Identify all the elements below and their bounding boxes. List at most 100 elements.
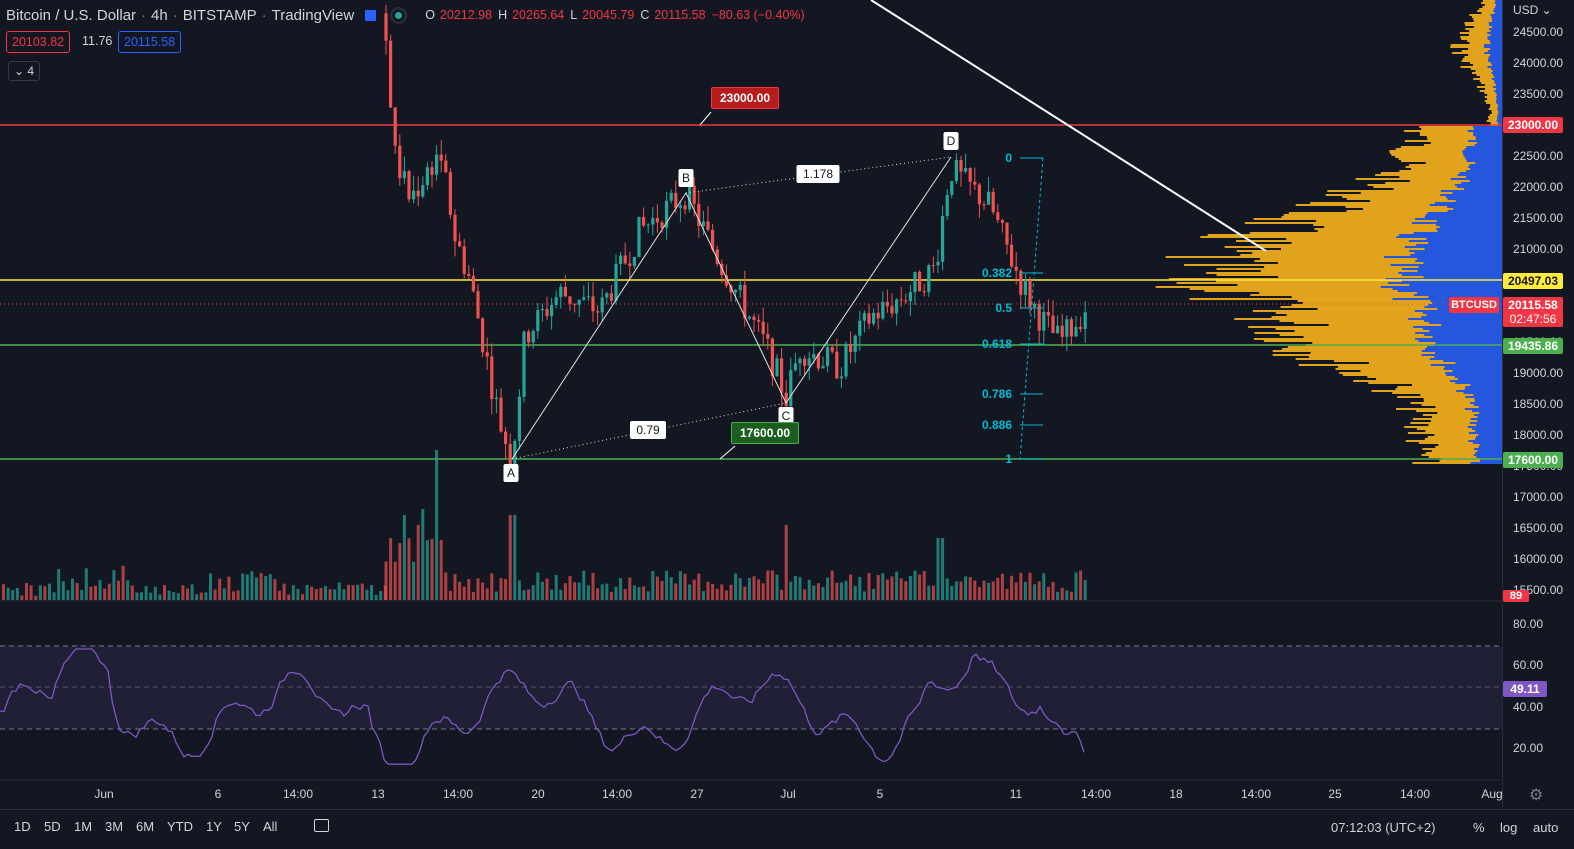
candle-body [1056,325,1060,334]
volume-profile-bar [1368,362,1456,364]
price-tick: 21500.00 [1513,211,1564,225]
level-label-17600[interactable]: 17600.00 [731,422,800,444]
volume-bar [1083,580,1087,600]
volume-profile-bar [1409,180,1470,182]
auto-toggle[interactable]: auto [1533,820,1559,835]
time-tick: 11 [1009,787,1023,801]
currency-selector[interactable]: USD ⌄ [1513,3,1552,17]
volume-profile-bar [1491,16,1502,18]
time-tick: Jul [780,787,796,801]
volume-profile-bar [1495,92,1502,94]
candle-body [816,354,820,369]
volume-profile-bar [1430,364,1502,366]
candle-body [701,221,705,226]
volume-profile-bar [1477,420,1502,422]
volume-profile-bar [1431,450,1478,452]
volume-profile-bar [1496,120,1502,122]
candle-body [697,203,701,226]
volume-bar [347,584,350,600]
volume-profile-bar [1476,436,1502,438]
point-d-label[interactable]: D [943,132,959,150]
ratio-ac-label[interactable]: 0.79 [630,421,666,439]
volume-profile-bar [1176,282,1389,284]
volume-bar [977,587,981,600]
calendar-icon[interactable] [314,819,329,832]
clock-display[interactable]: 07:12:03 (UTC+2) [1331,820,1436,835]
volume-bar [1079,570,1083,600]
volume-profile-bar [1469,422,1502,424]
point-c-label[interactable]: C [778,407,794,425]
volume-profile-bar [1418,266,1502,268]
volume-profile-bar [1488,108,1498,110]
time-tick: 14:00 [1240,787,1272,801]
timeframe-1y[interactable]: 1Y [206,819,222,834]
price-axis[interactable] [1502,0,1574,808]
price-tick: 19000.00 [1513,366,1564,380]
timeframe-5y[interactable]: 5Y [234,819,250,834]
ratio-bd-label[interactable]: 1.178 [796,165,840,183]
point-b-label[interactable]: B [678,169,694,187]
point-a-label[interactable]: A [503,464,519,482]
candle-body [623,255,627,264]
timeframe-all[interactable]: All [263,819,278,834]
volume-profile-bar [1236,250,1410,252]
level-label-23000[interactable]: 23000.00 [711,87,780,109]
volume-profile-bar [1206,272,1399,274]
volume-bar [936,538,940,600]
volume-bar [596,588,600,600]
candle-body [1010,244,1014,267]
volume-profile-bar [1415,332,1502,334]
volume-profile-bar [1497,114,1502,116]
volume-profile-bar [1446,374,1502,376]
candle-body [481,318,485,353]
candle-body [573,303,577,305]
volume-bar [508,515,512,600]
indicators-toggle[interactable]: ⌄ 4 [8,61,40,81]
symbol-tag: BTCUSD [1449,297,1499,313]
candle-body [550,304,554,317]
eye-icon[interactable] [390,6,408,24]
volume-profile-bar [1472,428,1502,430]
timeframe-1d[interactable]: 1D [14,819,31,834]
volume-bar [784,525,788,600]
timeframe-1m[interactable]: 1M [74,819,93,834]
volume-profile-bar [1427,212,1502,214]
bid-price[interactable]: 20103.82 [6,31,71,53]
candle-body [927,265,931,292]
timeframe-6m[interactable]: 6M [136,819,155,834]
volume-bar [389,538,393,600]
log-toggle[interactable]: log [1500,820,1518,835]
volume-profile-bar [1490,34,1502,36]
volume-profile-bar [1466,170,1502,172]
volume-bar [706,581,710,600]
volume-profile-bar [1487,98,1497,100]
candle-body [908,292,912,302]
volume-profile-bar [1484,52,1502,54]
timeframe-5d[interactable]: 5D [44,819,61,834]
symbol-name[interactable]: Bitcoin / U.S. Dollar [6,6,137,24]
interval-label[interactable]: 4h [151,6,168,24]
time-tick: 20 [531,787,545,801]
settings-gear-icon[interactable]: ⚙ [1529,787,1544,804]
volume-bar [941,538,945,600]
timeframe-3m[interactable]: 3M [105,819,124,834]
change-value: −80.63 (−0.40%) [711,8,805,22]
volume-profile-bar [1335,368,1444,370]
ask-price[interactable]: 20115.58 [118,31,182,53]
percent-toggle[interactable]: % [1473,820,1485,835]
candle-body [407,171,411,200]
volume-profile-bar [1409,284,1502,286]
volume-profile-bar [1473,18,1492,20]
volume-bar [439,540,443,600]
volume-bar [38,585,42,600]
volume-profile-bar [1463,392,1502,394]
timeframe-ytd[interactable]: YTD [167,819,193,834]
volume-profile-bar [1252,252,1415,254]
volume-profile-bar [1373,186,1457,188]
volume-bar [383,585,387,600]
candle-body [435,154,439,175]
volume-profile-bar [1380,172,1460,174]
time-tick: 13 [371,787,385,801]
volume-profile-bar [1487,38,1502,40]
